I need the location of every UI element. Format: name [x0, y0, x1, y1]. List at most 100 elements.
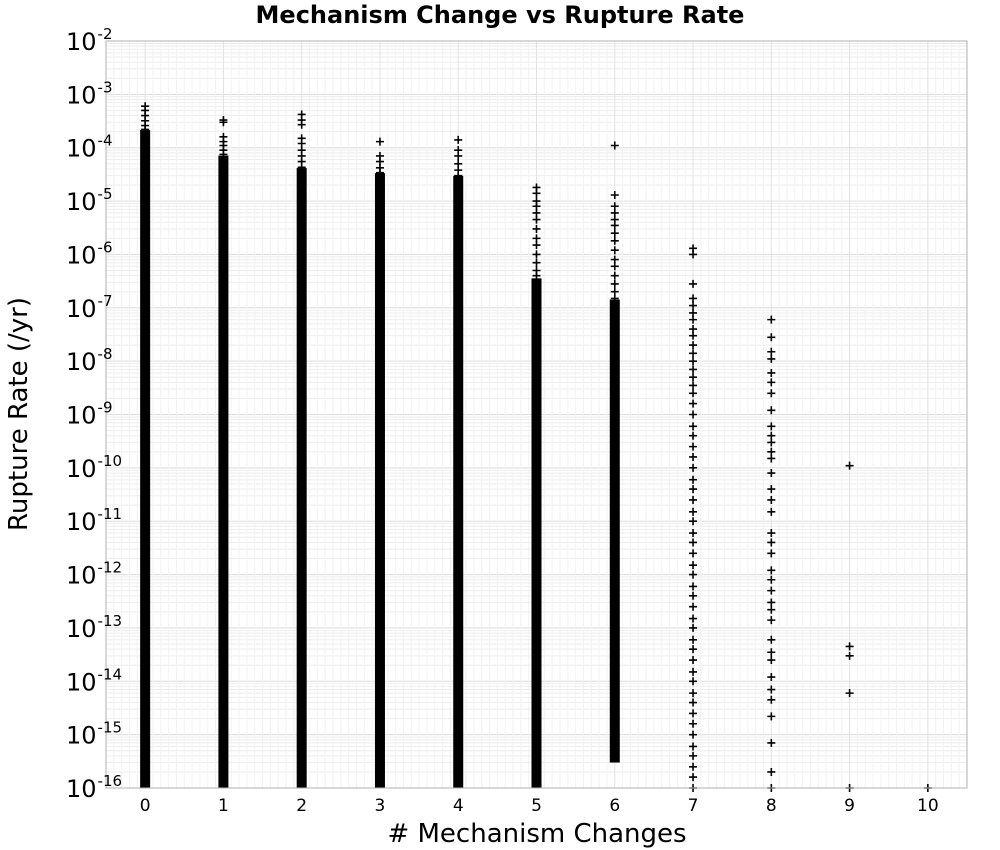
data-point: [767, 738, 776, 747]
x-tick-label: 3: [375, 796, 386, 816]
data-point: [767, 354, 776, 363]
y-tick-label: 10-5: [66, 185, 113, 216]
data-point: [689, 431, 698, 440]
data-point: [767, 333, 776, 342]
data-point: [689, 582, 698, 591]
data-point: [297, 139, 306, 148]
data-point: [767, 566, 776, 575]
data-point: [454, 171, 463, 180]
data-point: [767, 422, 776, 431]
data-point: [689, 635, 698, 644]
dense-point-column-0: [140, 130, 151, 788]
y-tick-label: 10-2: [66, 25, 113, 56]
data-point: [689, 410, 698, 419]
data-point: [219, 118, 228, 127]
data-point: [689, 452, 698, 461]
data-point: [689, 279, 698, 288]
data-point: [297, 120, 306, 129]
data-point: [767, 538, 776, 547]
data-point: [689, 389, 698, 398]
data-point: [689, 730, 698, 739]
data-point: [767, 495, 776, 504]
data-point: [297, 163, 306, 172]
data-point: [689, 561, 698, 570]
data-point: [375, 168, 384, 177]
dense-point-column-6: [609, 299, 620, 763]
data-point: [767, 598, 776, 607]
data-point: [689, 677, 698, 686]
data-point: [689, 381, 698, 390]
x-tick-label: 4: [453, 796, 464, 816]
x-tick-labels: 0 1 2 3 4 5 6 7 8 9 10: [140, 796, 939, 816]
data-point: [767, 712, 776, 721]
y-tick-label: 10-3: [66, 78, 113, 109]
data-point: [689, 538, 698, 547]
data-point: [689, 463, 698, 472]
y-tick-label: 10-9: [66, 399, 113, 430]
x-tick-label: 10: [917, 796, 939, 816]
data-point: [689, 349, 698, 358]
x-tick-label: 8: [766, 796, 777, 816]
dense-point-column-1: [218, 155, 229, 788]
data-point: [689, 762, 698, 771]
data-point: [689, 301, 698, 310]
data-point: [689, 331, 698, 340]
data-point: [767, 315, 776, 324]
data-point: [845, 461, 854, 470]
data-point: [689, 602, 698, 611]
dense-point-column-4: [453, 175, 464, 788]
data-point: [767, 485, 776, 494]
x-tick-label: 5: [531, 796, 542, 816]
data-point: [767, 378, 776, 387]
data-point: [767, 648, 776, 657]
data-point: [689, 614, 698, 623]
data-point: [532, 271, 541, 280]
data-point: [219, 150, 228, 159]
data-point: [767, 454, 776, 463]
data-point: [689, 591, 698, 600]
data-point: [767, 635, 776, 644]
data-point: [610, 190, 619, 199]
data-point: [845, 642, 854, 651]
data-point: [532, 258, 541, 267]
data-point: [610, 279, 619, 288]
data-point: [610, 236, 619, 245]
data-point: [767, 605, 776, 614]
data-point: [689, 365, 698, 374]
data-point: [767, 438, 776, 447]
data-point: [454, 151, 463, 160]
chart-title: Mechanism Change vs Rupture Rate: [256, 1, 745, 29]
data-point: [375, 137, 384, 146]
data-point: [610, 271, 619, 280]
data-point: [767, 673, 776, 682]
data-point: [689, 719, 698, 728]
x-tick-label: 0: [140, 796, 151, 816]
y-axis-label: Rupture Rate (/yr): [4, 297, 34, 531]
data-point: [689, 529, 698, 538]
data-point: [767, 575, 776, 584]
dense-point-column-3: [374, 173, 385, 789]
data-point: [532, 234, 541, 243]
x-tick-label: 7: [688, 796, 699, 816]
data-point: [689, 656, 698, 665]
y-tick-label: 10-14: [66, 665, 122, 696]
data-point: [689, 250, 698, 259]
data-point: [767, 656, 776, 665]
y-tick-label: 10-12: [66, 559, 122, 590]
data-point: [610, 141, 619, 150]
data-point: [610, 221, 619, 230]
y-tick-labels: 10-2 10-3 10-4 10-5 10-6 10-7 10-8 10-9 10-10 10-…: [66, 25, 122, 803]
y-tick-label: 10-13: [66, 612, 122, 643]
data-point: [689, 570, 698, 579]
x-tick-label: 1: [218, 796, 229, 816]
data-point: [689, 698, 698, 707]
data-point: [767, 507, 776, 516]
data-point: [610, 255, 619, 264]
data-point: [767, 406, 776, 415]
data-point: [689, 742, 698, 751]
data-point: [845, 651, 854, 660]
data-point: [689, 442, 698, 451]
data-point: [689, 689, 698, 698]
data-point: [689, 507, 698, 516]
x-tick-label: 2: [296, 796, 307, 816]
